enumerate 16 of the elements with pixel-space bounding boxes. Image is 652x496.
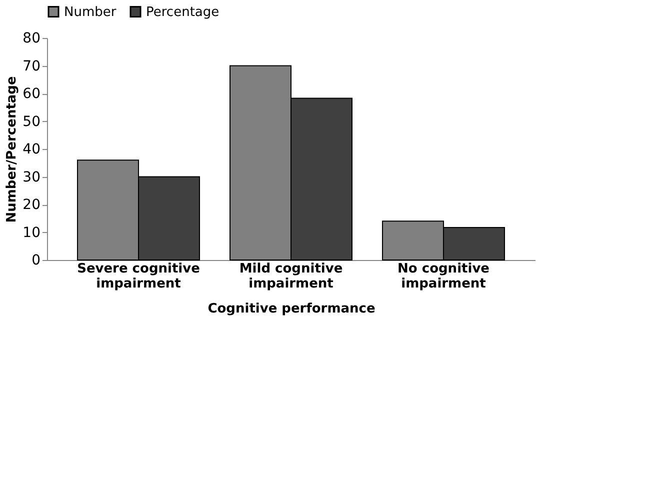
y-tick-label: 20 [22, 197, 40, 213]
y-tick-label: 40 [22, 142, 40, 158]
x-tick-label: Mild cognitive impairment [239, 262, 343, 292]
y-tick-label: 70 [22, 58, 40, 74]
x-tick-label: No cognitive impairment [398, 262, 490, 292]
y-tick-label: 60 [22, 86, 40, 102]
y-tick-label: 30 [22, 169, 40, 186]
y-axis-title: Number/Percentage [4, 76, 20, 223]
legend-label: Number [64, 4, 117, 20]
y-tick-label: 80 [22, 30, 40, 46]
legend-label: Percentage [146, 4, 220, 20]
x-axis-title: Cognitive performance [208, 302, 376, 316]
x-tick-label: Severe cognitive impairment [77, 262, 200, 292]
y-tick-label: 0 [32, 252, 40, 268]
y-tick-label: 10 [22, 224, 40, 241]
y-tick-label: 50 [22, 114, 40, 130]
